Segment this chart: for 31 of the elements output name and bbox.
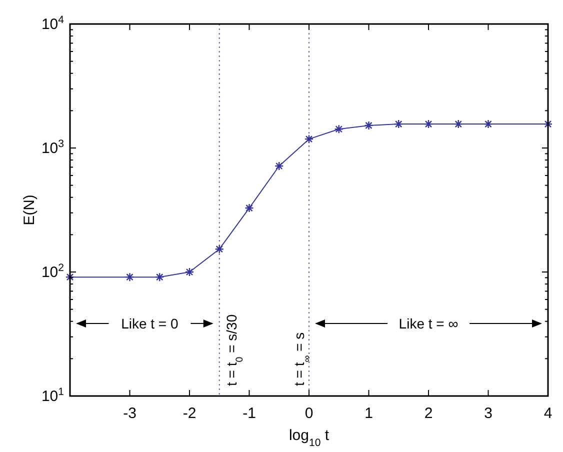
- x-tick-label: -3: [123, 405, 136, 422]
- point: [214, 244, 224, 254]
- point: [424, 119, 434, 129]
- point: [125, 272, 134, 282]
- y-tick-label: 10$^{3}$: [41, 138, 64, 157]
- point: [244, 203, 254, 213]
- point: [334, 124, 344, 134]
- point: [304, 134, 314, 144]
- annotation: Like t = ∞: [398, 315, 458, 332]
- point: [184, 267, 194, 277]
- x-tick-label: -2: [182, 405, 196, 422]
- y-tick-label: 10$^{1}$: [41, 386, 64, 405]
- point: [364, 120, 374, 130]
- y-axis-title: E(N): [21, 194, 38, 226]
- x-axis-title: log$_{10}$ t: [288, 427, 330, 449]
- point: [543, 119, 553, 129]
- x-tick-label: 4: [544, 405, 552, 422]
- x-tick-label: -1: [242, 405, 256, 422]
- y-tick-label: 10$^{4}$: [41, 14, 64, 33]
- point: [454, 119, 463, 129]
- x-tick-label: 3: [484, 405, 492, 422]
- point: [65, 272, 75, 282]
- x-tick-label: 2: [424, 405, 433, 422]
- x-tick-label: 0: [304, 405, 314, 422]
- point: [155, 272, 164, 282]
- x-tick-label: 1: [364, 405, 373, 422]
- y-tick-label: 10$^{2}$: [41, 262, 64, 281]
- annotation: Like t = 0: [121, 315, 179, 332]
- point: [394, 119, 404, 129]
- point: [484, 119, 493, 129]
- point: [274, 161, 284, 171]
